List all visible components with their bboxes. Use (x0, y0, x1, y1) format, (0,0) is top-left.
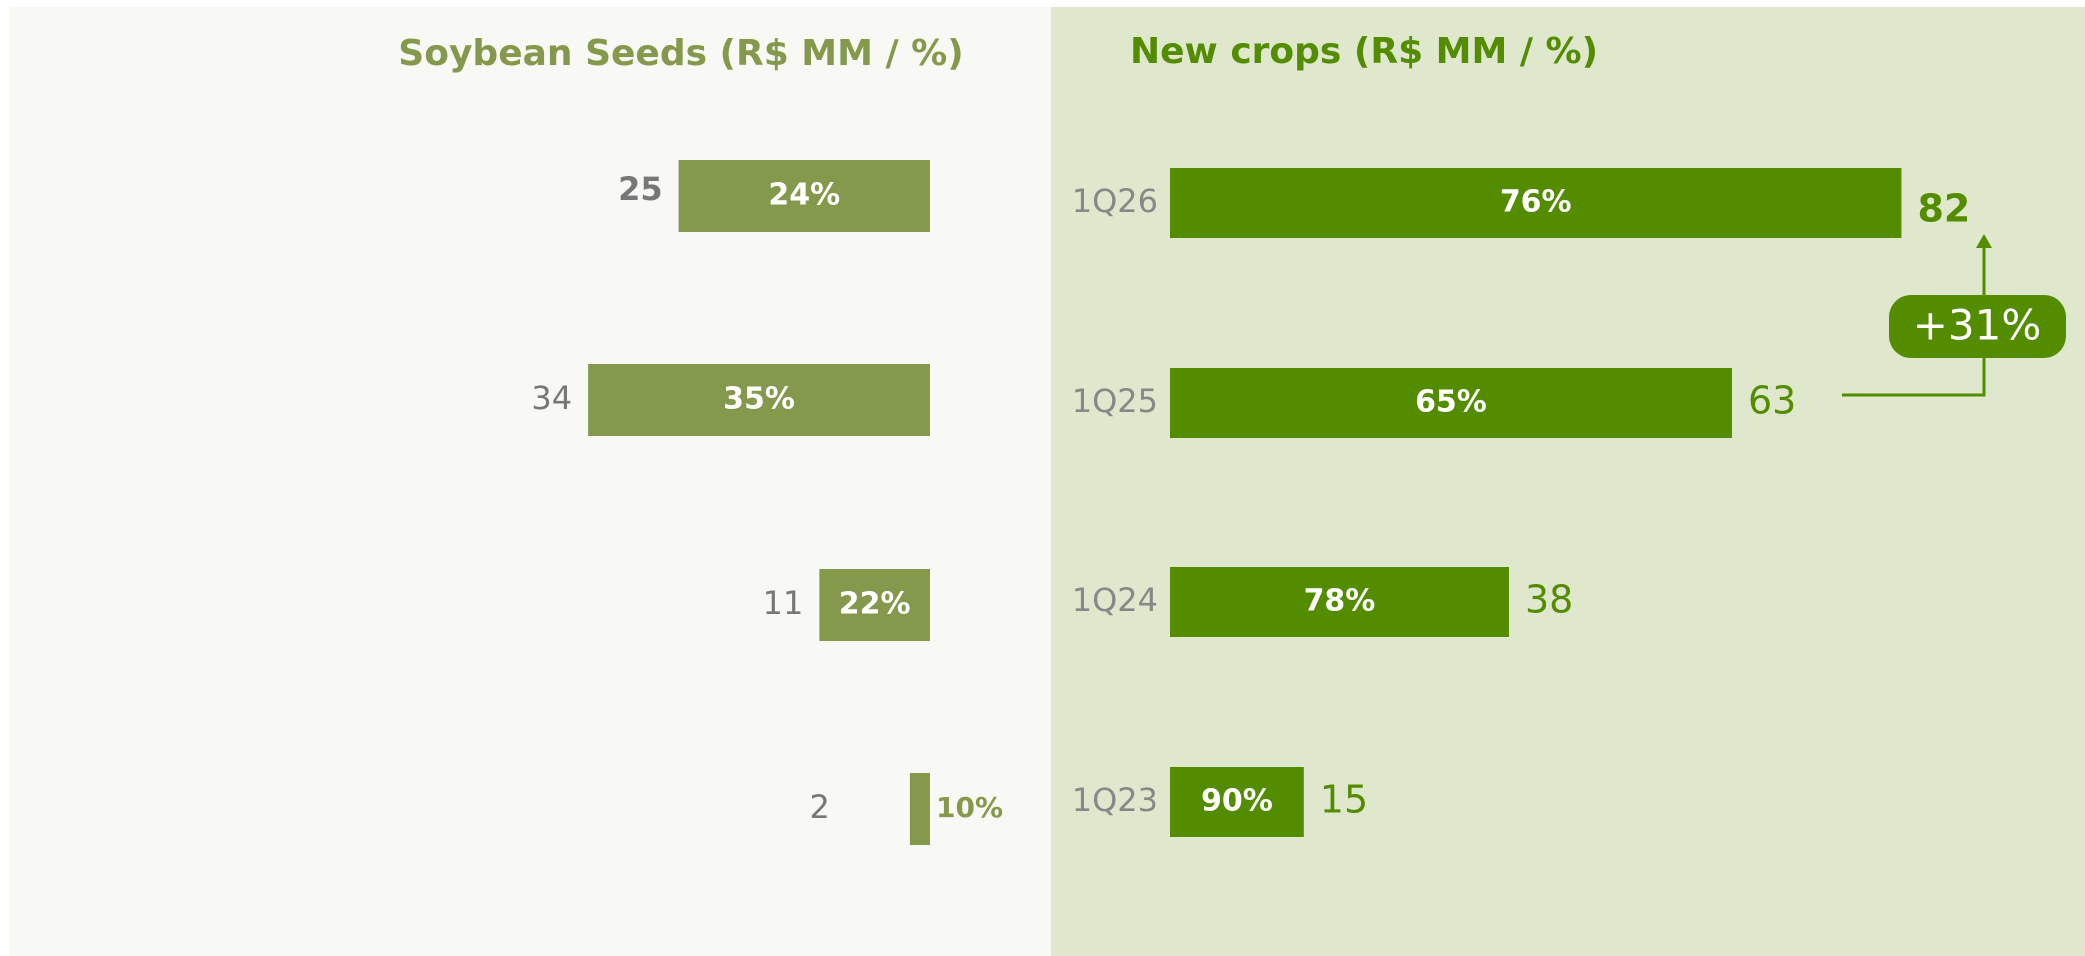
bar (588, 364, 930, 436)
share-label: 78% (1304, 584, 1376, 619)
left-panel (10, 7, 1051, 956)
bar (1170, 368, 1732, 438)
value-label: 38 (1525, 578, 1573, 622)
annotation: +31% (1913, 301, 2042, 350)
category-label: 1Q25 (1072, 382, 1158, 420)
share-label: 90% (1201, 784, 1273, 819)
value-label: 15 (1320, 778, 1368, 822)
value-label: 34 (531, 379, 572, 417)
bar (678, 160, 930, 232)
share-label: 65% (1415, 385, 1487, 420)
bar (1170, 767, 1304, 837)
chart-title: Soybean Seeds (R$ MM / %) (398, 33, 963, 74)
bar (819, 569, 930, 641)
bar (1170, 168, 1902, 238)
category-label: 1Q24 (1072, 581, 1158, 619)
bar (1170, 567, 1509, 637)
share-label: 10% (936, 791, 1003, 824)
chart-title: New crops (R$ MM / %) (1130, 31, 1598, 72)
value-label: 11 (763, 584, 804, 622)
arrow-head (1976, 234, 1992, 248)
category-label: 1Q23 (1072, 781, 1158, 819)
share-label: 22% (839, 587, 911, 622)
bar (909, 773, 930, 845)
annotation-box (1889, 295, 2066, 358)
category-label: 1Q26 (1072, 182, 1158, 220)
value-label: 63 (1748, 379, 1796, 423)
share-label: 76% (1500, 185, 1572, 220)
value-label: 25 (618, 170, 663, 208)
share-label: 35% (723, 382, 795, 417)
value-label: 82 (1917, 187, 1970, 231)
value-label: 2 (810, 788, 830, 826)
share-label: 24% (768, 178, 840, 213)
